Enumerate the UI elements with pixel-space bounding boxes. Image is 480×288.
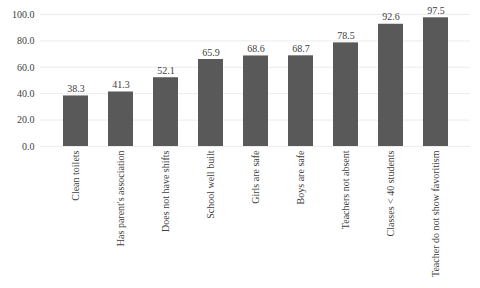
svg-text:100.0: 100.0 [12,9,35,20]
svg-text:38.3: 38.3 [67,83,85,94]
svg-text:20.0: 20.0 [17,114,35,125]
svg-text:School well built: School well built [205,150,216,219]
svg-text:68.6: 68.6 [247,43,265,54]
svg-text:92.6: 92.6 [382,11,400,22]
svg-text:97.5: 97.5 [427,5,445,16]
svg-text:0.0: 0.0 [22,141,35,152]
svg-text:78.5: 78.5 [337,30,355,41]
svg-text:41.3: 41.3 [112,79,130,90]
svg-text:Teacher do not show favoritism: Teacher do not show favoritism [430,150,441,277]
svg-text:40.0: 40.0 [17,88,35,99]
svg-text:Has parent's association: Has parent's association [115,151,126,247]
svg-text:Does not have shifts: Does not have shifts [160,150,171,231]
svg-text:Teachers not absent: Teachers not absent [340,150,351,229]
svg-text:Boys are safe: Boys are safe [295,150,306,204]
svg-text:60.0: 60.0 [17,62,35,73]
svg-text:68.7: 68.7 [292,43,310,54]
svg-text:52.1: 52.1 [157,65,175,76]
svg-text:Girls are safe: Girls are safe [250,150,261,204]
svg-text:Clean toilets: Clean toilets [70,150,81,200]
svg-text:80.0: 80.0 [17,35,35,46]
svg-text:Classes < 40 students: Classes < 40 students [385,150,396,236]
svg-text:65.9: 65.9 [202,47,220,58]
